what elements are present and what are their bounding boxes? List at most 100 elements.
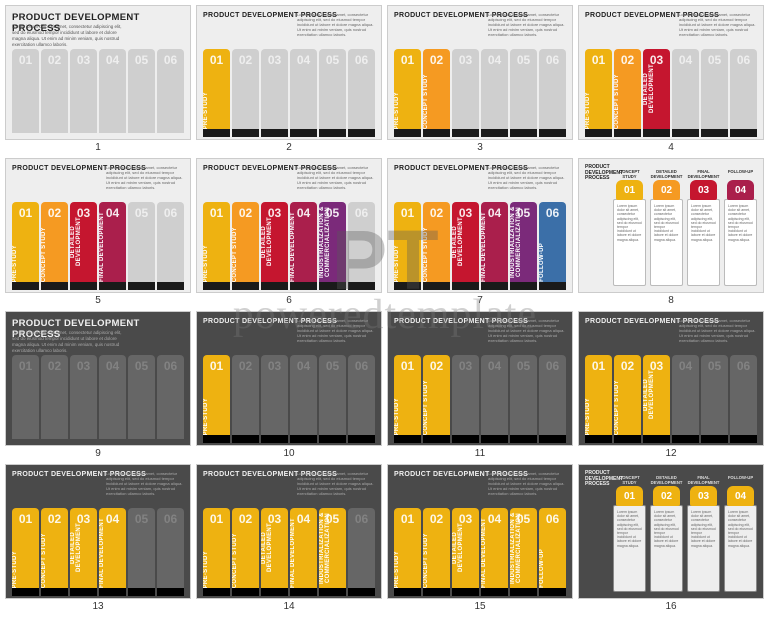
stage-label: PRE-STUDY <box>12 551 39 588</box>
slide-thumbnail[interactable]: PRODUCT DEVELOPMENT PROCESSLorem ipsum d… <box>196 464 382 599</box>
slide-thumbnail[interactable]: PRODUCT DEVELOPMENT PROCESSLorem ipsum d… <box>196 311 382 446</box>
slide-thumbnail[interactable]: PRODUCT DEVELOPMENT PROCESSLorem ipsum d… <box>387 464 573 599</box>
thumbnail-number: 12 <box>665 448 676 459</box>
footer-arrow <box>70 282 97 290</box>
thumbnail-number: 11 <box>475 448 485 459</box>
thumbnail-cell[interactable]: PRODUCT DEVELOPMENT PROCESSLorem ipsum d… <box>578 311 764 459</box>
slide-thumbnail[interactable]: PRODUCT DEVELOPMENT PROCESSCONCEPT STUDY… <box>578 464 764 599</box>
thumbnail-cell[interactable]: PRODUCT DEVELOPMENT PROCESSLorem ipsum d… <box>387 464 573 612</box>
slide-thumbnail[interactable]: PRODUCT DEVELOPMENT PROCESSLorem ipsum d… <box>5 158 191 293</box>
footer-arrows <box>585 435 757 443</box>
slide-thumbnail[interactable]: PRODUCT DEVELOPMENT PROCESSLorem ipsum d… <box>387 311 573 446</box>
footer-arrow <box>510 588 537 596</box>
thumbnail-cell[interactable]: PRODUCT DEVELOPMENT PROCESSLorem ipsum d… <box>5 158 191 306</box>
thumbnail-cell[interactable]: PRODUCT DEVELOPMENT PROCESSCONCEPT STUDY… <box>578 158 764 306</box>
thumbnail-number: 15 <box>474 601 485 612</box>
slide-thumbnail[interactable]: PRODUCT DEVELOPMENT PROCESSLorem ipsum d… <box>578 311 764 446</box>
stage-tabs-row: 01PRE-STUDY02CONCEPT STUDY03DETAILED DEV… <box>12 202 184 286</box>
thumbnail-cell[interactable]: PRODUCT DEVELOPMENT PROCESSLorem ipsum d… <box>196 158 382 306</box>
stage-tab-empty: 06 <box>348 202 375 286</box>
footer-arrow <box>730 129 757 137</box>
stage-label: FINAL DEVELOPMENT <box>99 518 126 588</box>
thumbnail-cell[interactable]: PRODUCT DEVELOPMENT PROCESSLorem ipsum d… <box>5 5 191 153</box>
slide-thumbnail[interactable]: PRODUCT DEVELOPMENT PROCESSLorem ipsum d… <box>5 464 191 599</box>
thumbnail-cell[interactable]: PRODUCT DEVELOPMENT PROCESSLorem ipsum d… <box>387 5 573 153</box>
slide-thumbnail[interactable]: PRODUCT DEVELOPMENT PROCESSLorem ipsum d… <box>387 5 573 140</box>
thumbnail-cell[interactable]: PRODUCT DEVELOPMENT PROCESSLorem ipsum d… <box>387 158 573 306</box>
summary-cards-row: 01Lorem ipsum dolor sit amet, consectetu… <box>613 505 757 592</box>
thumbnail-number: 3 <box>477 142 483 153</box>
stage-number: 02 <box>232 512 259 526</box>
stage-label: FINAL DEVELOPMENT <box>290 518 317 588</box>
slide-subtitle: Lorem ipsum dolor sit amet, consectetur … <box>12 24 130 47</box>
thumbnail-cell[interactable]: PRODUCT DEVELOPMENT PROCESSLorem ipsum d… <box>196 5 382 153</box>
slide-thumbnail[interactable]: PRODUCT DEVELOPMENT PROCESSLorem ipsum d… <box>5 5 191 140</box>
stage-label: PRE-STUDY <box>203 245 230 282</box>
footer-arrow <box>423 435 450 443</box>
footer-arrow <box>157 282 184 290</box>
stage-tabs-row: 01PRE-STUDY0203040506 <box>203 49 375 133</box>
footer-arrow <box>539 588 566 596</box>
footer-arrow <box>701 129 728 137</box>
thumbnail-grid: PRODUCT DEVELOPMENT PROCESSLorem ipsum d… <box>0 0 770 617</box>
stage-label: INDUSTRIALIZATION & COMMERCIALIZATION <box>319 508 346 588</box>
stage-tabs-row: 01PRE-STUDY02CONCEPT STUDY03040506 <box>394 49 566 133</box>
stage-number: 01 <box>585 53 612 67</box>
stage-tab-empty: 06 <box>348 508 375 592</box>
stage-tabs-row: 01PRE-STUDY02CONCEPT STUDY03DETAILED DEV… <box>12 508 184 592</box>
stage-label: CONCEPT STUDY <box>423 380 450 435</box>
slide-thumbnail[interactable]: PRODUCT DEVELOPMENT PROCESSLorem ipsum d… <box>196 158 382 293</box>
slide-thumbnail[interactable]: PRODUCT DEVELOPMENT PROCESSLorem ipsum d… <box>578 5 764 140</box>
stage-label: DETAILED DEVELOPMENT <box>261 508 288 588</box>
summary-card: 02Lorem ipsum dolor sit amet, consectetu… <box>650 505 683 592</box>
stage-number: 04 <box>481 359 508 373</box>
stage-number: 01 <box>12 359 39 373</box>
footer-arrows <box>585 129 757 137</box>
thumbnail-cell[interactable]: PRODUCT DEVELOPMENT PROCESSLorem ipsum d… <box>196 464 382 612</box>
thumbnail-cell[interactable]: PRODUCT DEVELOPMENT PROCESSCONCEPT STUDY… <box>578 464 764 612</box>
stage-tab-empty: 05 <box>510 49 537 133</box>
footer-arrow <box>539 282 566 290</box>
slide-thumbnail[interactable]: PRODUCT DEVELOPMENT PROCESSCONCEPT STUDY… <box>578 158 764 293</box>
stage-number: 03 <box>261 53 288 67</box>
footer-arrows <box>12 588 184 596</box>
stage-number: 06 <box>539 206 566 220</box>
footer-arrow <box>319 435 346 443</box>
footer-arrows <box>203 588 375 596</box>
stage-tab-active: 01PRE-STUDY <box>203 202 230 286</box>
slide-body-text: Lorem ipsum dolor sit amet, consectetur … <box>488 318 566 343</box>
thumbnail-number: 13 <box>92 601 103 612</box>
stage-tab-empty: 05 <box>128 355 155 439</box>
summary-card-pill: 03 <box>690 180 717 200</box>
slide-thumbnail[interactable]: PRODUCT DEVELOPMENT PROCESSLorem ipsum d… <box>387 158 573 293</box>
stage-number: 02 <box>423 512 450 526</box>
thumbnail-cell[interactable]: PRODUCT DEVELOPMENT PROCESSLorem ipsum d… <box>196 311 382 459</box>
stage-number: 06 <box>730 359 757 373</box>
stage-tabs-row: 010203040506 <box>12 49 184 133</box>
stage-tab-empty: 06 <box>348 49 375 133</box>
summary-card: 04Lorem ipsum dolor sit amet, consectetu… <box>724 199 757 286</box>
stage-number: 02 <box>41 512 68 526</box>
summary-cards-row: 01Lorem ipsum dolor sit amet, consectetu… <box>613 199 757 286</box>
stage-tab-empty: 02 <box>232 49 259 133</box>
stage-tab-active: 02CONCEPT STUDY <box>232 508 259 592</box>
stage-tab-active: 01PRE-STUDY <box>394 508 421 592</box>
stage-number: 02 <box>232 206 259 220</box>
footer-arrow <box>423 282 450 290</box>
stage-tab-empty: 05 <box>510 355 537 439</box>
footer-arrow <box>481 588 508 596</box>
stage-label: PRE-STUDY <box>585 398 612 435</box>
stage-tab-active: 03DETAILED DEVELOPMENT <box>643 355 670 439</box>
summary-card-body: Lorem ipsum dolor sit amet, consectetur … <box>617 204 642 242</box>
thumbnail-cell[interactable]: PRODUCT DEVELOPMENT PROCESSLorem ipsum d… <box>578 5 764 153</box>
stage-number: 04 <box>99 53 126 67</box>
footer-arrow <box>290 282 317 290</box>
stage-number: 06 <box>730 53 757 67</box>
thumbnail-cell[interactable]: PRODUCT DEVELOPMENT PROCESSLorem ipsum d… <box>387 311 573 459</box>
thumbnail-cell[interactable]: PRODUCT DEVELOPMENT PROCESSLorem ipsum d… <box>5 464 191 612</box>
slide-thumbnail[interactable]: PRODUCT DEVELOPMENT PROCESSLorem ipsum d… <box>196 5 382 140</box>
footer-arrow <box>99 588 126 596</box>
stage-tab-active: 02CONCEPT STUDY <box>614 49 641 133</box>
thumbnail-cell[interactable]: PRODUCT DEVELOPMENT PROCESSLorem ipsum d… <box>5 311 191 459</box>
slide-thumbnail[interactable]: PRODUCT DEVELOPMENT PROCESSLorem ipsum d… <box>5 311 191 446</box>
